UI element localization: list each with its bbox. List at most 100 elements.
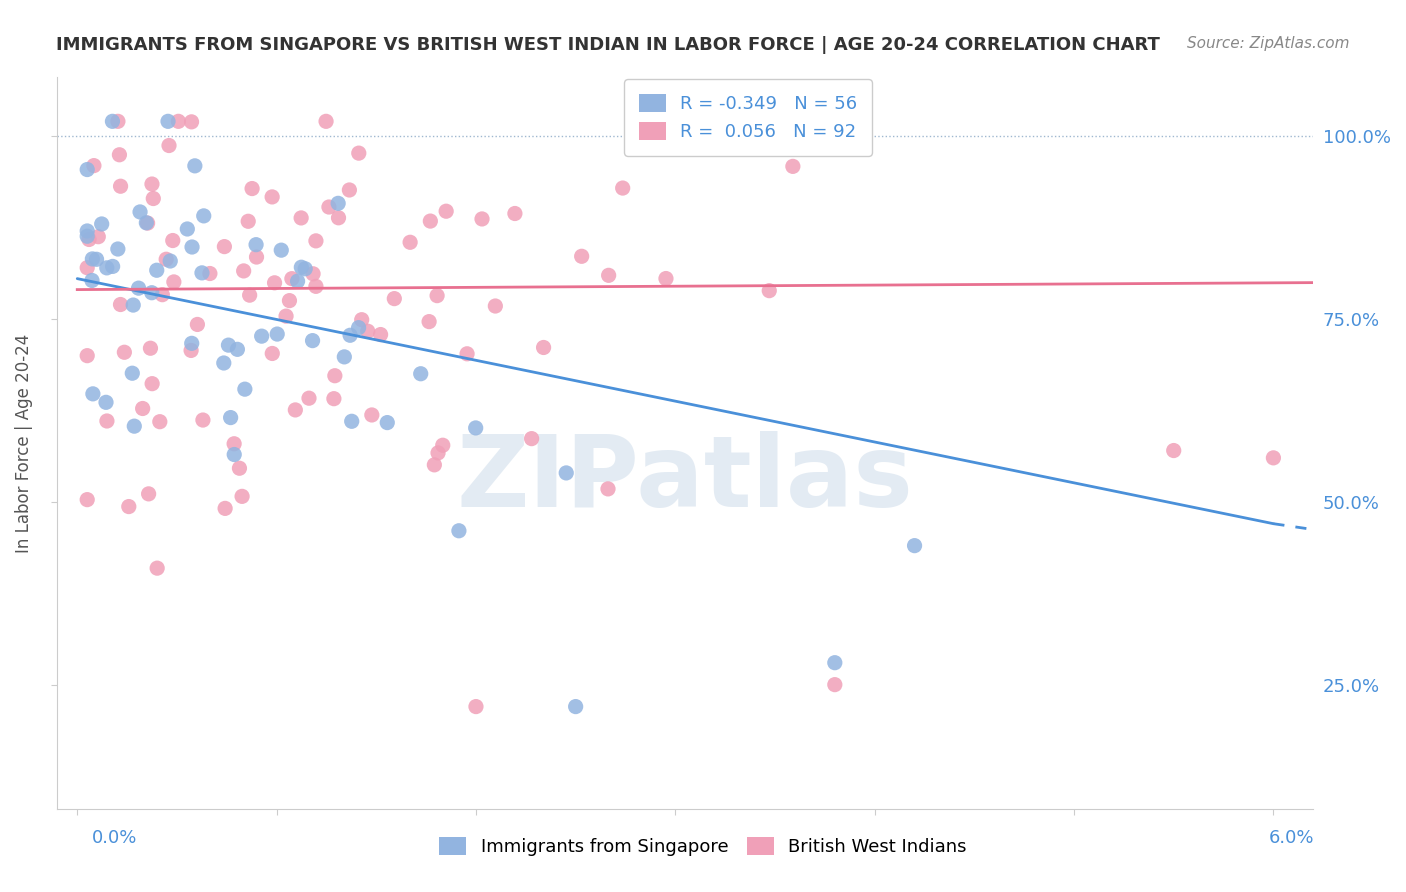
Point: [464, 421, 486, 435]
Point: [163, 275, 186, 289]
Point: [239, 288, 262, 302]
Point: [262, 190, 284, 204]
Point: [76, 260, 98, 275]
Legend: Immigrants from Singapore, British West Indians: Immigrants from Singapore, British West …: [430, 828, 976, 865]
Point: [141, 177, 163, 191]
Point: [118, 500, 141, 514]
Point: [141, 376, 163, 391]
Point: [138, 487, 160, 501]
Point: [226, 343, 249, 357]
Point: [83, 159, 105, 173]
Point: [77, 232, 100, 246]
Point: [90, 217, 112, 231]
Point: [82, 387, 104, 401]
Point: [76, 162, 98, 177]
Point: [382, 292, 405, 306]
Point: [96, 414, 118, 428]
Point: [278, 293, 301, 308]
Point: [375, 416, 398, 430]
Point: [758, 284, 780, 298]
Point: [157, 138, 180, 153]
Point: [1263, 450, 1285, 465]
Point: [434, 204, 457, 219]
Point: [294, 261, 316, 276]
Point: [231, 489, 253, 503]
Point: [350, 312, 373, 326]
Legend: R = -0.349   N = 56, R =  0.056   N = 92: R = -0.349 N = 56, R = 0.056 N = 92: [624, 79, 872, 156]
Point: [612, 181, 634, 195]
Point: [263, 276, 285, 290]
Point: [224, 448, 246, 462]
Point: [159, 254, 181, 268]
Point: [357, 324, 380, 338]
Point: [112, 345, 135, 359]
Point: [232, 264, 254, 278]
Point: [423, 458, 446, 472]
Point: [465, 699, 488, 714]
Point: [315, 114, 337, 128]
Point: [427, 446, 450, 460]
Point: [141, 285, 163, 300]
Point: [520, 432, 543, 446]
Point: [193, 209, 215, 223]
Point: [340, 414, 363, 428]
Point: [76, 224, 98, 238]
Point: [155, 252, 177, 267]
Point: [250, 329, 273, 343]
Point: [191, 413, 214, 427]
Point: [150, 287, 173, 301]
Point: [107, 242, 129, 256]
Point: [101, 114, 124, 128]
Point: [262, 346, 284, 360]
Point: [87, 229, 110, 244]
Point: [484, 299, 506, 313]
Point: [323, 368, 346, 383]
Y-axis label: In Labor Force | Age 20-24: In Labor Force | Age 20-24: [15, 334, 32, 553]
Point: [290, 260, 312, 275]
Point: [270, 243, 292, 257]
Point: [180, 336, 202, 351]
Text: 6.0%: 6.0%: [1270, 830, 1315, 847]
Point: [76, 492, 98, 507]
Point: [824, 678, 846, 692]
Point: [176, 222, 198, 236]
Point: [145, 263, 167, 277]
Point: [167, 114, 190, 128]
Point: [596, 482, 619, 496]
Text: 0.0%: 0.0%: [91, 830, 136, 847]
Point: [96, 260, 118, 275]
Point: [298, 391, 321, 405]
Point: [347, 320, 370, 334]
Point: [128, 281, 150, 295]
Point: [555, 466, 578, 480]
Point: [370, 327, 392, 342]
Point: [1163, 443, 1185, 458]
Point: [107, 114, 129, 128]
Point: [655, 271, 678, 285]
Point: [782, 160, 804, 174]
Point: [217, 338, 239, 352]
Point: [131, 401, 153, 416]
Point: [903, 539, 925, 553]
Point: [212, 356, 235, 370]
Point: [139, 341, 162, 355]
Point: [266, 327, 288, 342]
Point: [301, 334, 323, 348]
Point: [533, 341, 555, 355]
Point: [571, 249, 593, 263]
Point: [129, 205, 152, 219]
Point: [824, 656, 846, 670]
Point: [181, 240, 204, 254]
Text: ZIPatlas: ZIPatlas: [457, 432, 914, 528]
Point: [281, 271, 304, 285]
Point: [224, 436, 246, 450]
Point: [339, 183, 361, 197]
Point: [238, 214, 260, 228]
Text: IMMIGRANTS FROM SINGAPORE VS BRITISH WEST INDIAN IN LABOR FORCE | AGE 20-24 CORR: IMMIGRANTS FROM SINGAPORE VS BRITISH WES…: [56, 36, 1160, 54]
Point: [110, 297, 132, 311]
Point: [347, 146, 370, 161]
Point: [76, 349, 98, 363]
Point: [240, 181, 263, 195]
Point: [339, 328, 361, 343]
Point: [186, 318, 208, 332]
